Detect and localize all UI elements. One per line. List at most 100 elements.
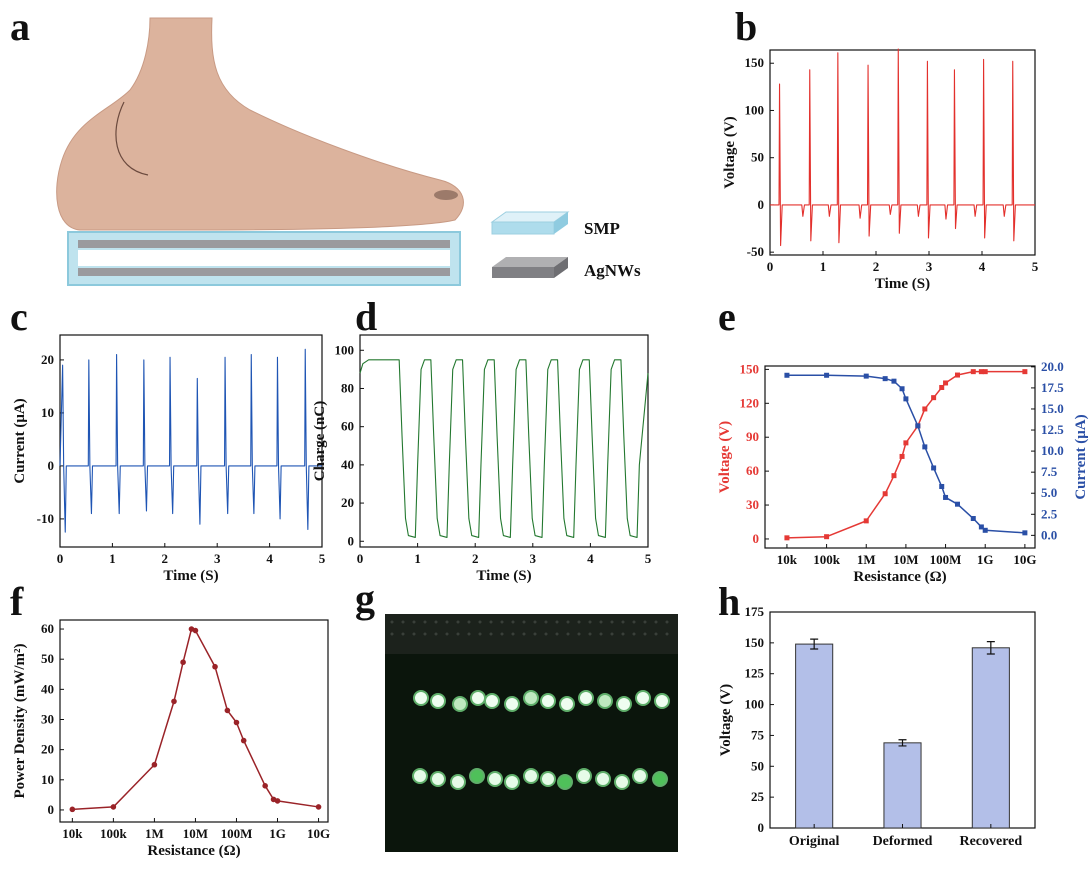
data-line	[60, 349, 322, 532]
data-marker	[824, 534, 829, 539]
figure: a SMP AgNWs g b-50050100150012345Time (S…	[0, 0, 1092, 874]
y-tick-label: 60	[341, 419, 354, 434]
data-marker	[939, 484, 944, 489]
board-hole	[479, 621, 482, 624]
board-hole	[424, 633, 427, 636]
x-tick-label: 10G	[307, 826, 330, 841]
y-tick-label: 80	[341, 380, 354, 395]
panel-label: a	[10, 4, 30, 49]
y2-tick-label: 5.0	[1041, 485, 1057, 500]
board-hole	[391, 621, 394, 624]
page: a SMP AgNWs g b-50050100150012345Time (S…	[0, 0, 1092, 874]
panel-label: d	[355, 294, 377, 339]
board-hole	[446, 621, 449, 624]
x-tick-label: 5	[319, 551, 326, 566]
x-axis-label: Time (S)	[875, 276, 930, 292]
y-tick-label: 10	[41, 405, 54, 420]
x-tick-label: 100M	[930, 552, 962, 567]
y-axis-label: Voltage (V)	[722, 116, 738, 188]
y-tick-label: 150	[745, 55, 765, 70]
data-marker	[983, 369, 988, 374]
board-hole	[600, 633, 603, 636]
data-marker	[931, 465, 936, 470]
y2-tick-label: 7.5	[1041, 464, 1058, 479]
board-hole	[457, 633, 460, 636]
board-hole	[600, 621, 603, 624]
x-tick-label: 100k	[813, 552, 841, 567]
toe-nail	[434, 190, 458, 200]
board-hole	[523, 621, 526, 624]
board-hole	[523, 633, 526, 636]
chart-panel: b-50050100150012345Time (S)Voltage (V)	[722, 4, 1039, 292]
data-marker	[111, 804, 117, 810]
board-hole	[567, 633, 570, 636]
x-tick-label: 10G	[1013, 552, 1036, 567]
y2-tick-label: 2.5	[1041, 506, 1058, 521]
board-hole	[435, 633, 438, 636]
data-marker	[971, 516, 976, 521]
x-tick-label: 2	[472, 551, 479, 566]
x-tick-label: 0	[357, 551, 364, 566]
y-tick-label: 0	[48, 458, 55, 473]
led	[413, 769, 427, 783]
panel-label: e	[718, 294, 736, 339]
y2-tick-label: 20.0	[1041, 359, 1064, 374]
data-marker	[903, 440, 908, 445]
data-marker	[864, 518, 869, 523]
board-hole	[468, 621, 471, 624]
led	[471, 691, 485, 705]
y-tick-label: 0	[758, 820, 765, 835]
data-marker	[180, 659, 186, 665]
x-tick-label: 1	[109, 551, 116, 566]
data-marker	[70, 807, 76, 813]
legend-label: SMP	[584, 219, 620, 238]
y-tick-label: 30	[746, 497, 759, 512]
board-hole	[534, 633, 537, 636]
board-hole	[457, 621, 460, 624]
x-tick-label: 100M	[221, 826, 253, 841]
data-marker	[275, 798, 281, 804]
data-marker	[922, 444, 927, 449]
data-marker	[955, 502, 960, 507]
y-tick-label: 0	[48, 802, 55, 817]
data-marker	[943, 380, 948, 385]
board-hole	[589, 633, 592, 636]
data-marker	[152, 762, 158, 768]
y-tick-label: 150	[740, 361, 760, 376]
led	[598, 694, 612, 708]
data-marker	[1022, 530, 1027, 535]
data-marker	[225, 708, 231, 714]
y-tick-label: 0	[348, 533, 355, 548]
y-tick-label: 75	[751, 727, 765, 742]
led	[541, 694, 555, 708]
y-tick-label: 120	[740, 395, 760, 410]
y-tick-label: 100	[335, 342, 355, 357]
board-hole	[545, 621, 548, 624]
board-hole	[633, 633, 636, 636]
legend-agnw-front	[492, 267, 554, 278]
plot-frame	[60, 620, 328, 822]
led	[524, 769, 538, 783]
board-hole	[424, 621, 427, 624]
x-axis-label: Time (S)	[163, 568, 218, 584]
y-tick-label: 90	[746, 429, 759, 444]
x-tick-label: 2	[873, 259, 880, 274]
plot-frame	[60, 335, 322, 547]
board-hole	[402, 633, 405, 636]
legend-smp-front	[492, 222, 554, 234]
data-marker	[891, 379, 896, 384]
x-tick-label: 4	[587, 551, 594, 566]
x-tick-label: 5	[645, 551, 652, 566]
chart-panel: h0255075100125150175Voltage (V)OriginalD…	[718, 579, 1035, 849]
y-tick-label: 25	[751, 789, 765, 804]
panel-label: g	[355, 576, 375, 621]
data-marker	[784, 535, 789, 540]
board-hole	[666, 633, 669, 636]
x-axis-label: Resistance (Ω)	[147, 843, 240, 859]
x-tick-label: Recovered	[959, 834, 1022, 849]
board-hole	[545, 633, 548, 636]
led	[470, 769, 484, 783]
y-tick-label: -50	[747, 244, 764, 259]
led	[541, 772, 555, 786]
y-tick-label: 60	[746, 463, 759, 478]
